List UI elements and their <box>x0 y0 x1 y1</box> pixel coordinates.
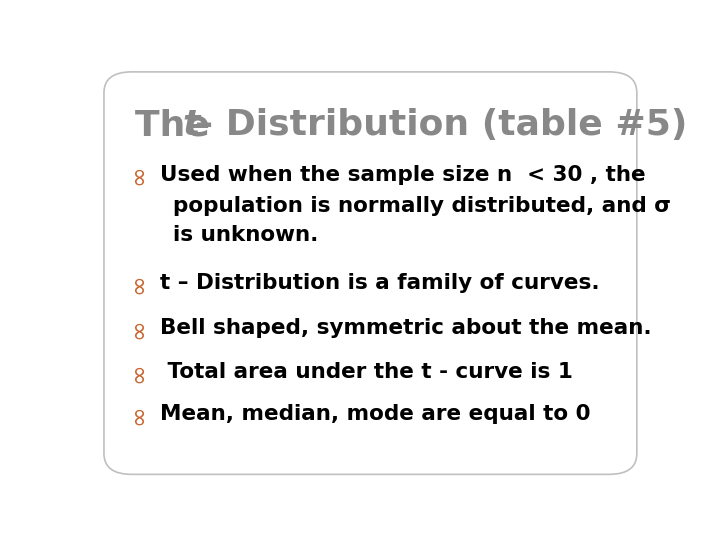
Text: The: The <box>135 109 222 143</box>
Text: Mean, median, mode are equal to 0: Mean, median, mode are equal to 0 <box>160 404 590 424</box>
Text: is unknown.: is unknown. <box>173 225 318 245</box>
Text: Used when the sample size n  < 30 , the: Used when the sample size n < 30 , the <box>160 165 645 185</box>
Text: Total area under the t - curve is 1: Total area under the t - curve is 1 <box>160 362 572 382</box>
Text: Bell shaped, symmetric about the mean.: Bell shaped, symmetric about the mean. <box>160 319 652 339</box>
Text: t – Distribution is a family of curves.: t – Distribution is a family of curves. <box>160 273 599 293</box>
Text: population is normally distributed, and σ: population is normally distributed, and … <box>173 196 670 216</box>
Text: ∞: ∞ <box>126 362 150 383</box>
Text: t: t <box>182 109 199 143</box>
Text: ∞: ∞ <box>126 165 150 185</box>
Text: ∞: ∞ <box>126 273 150 294</box>
Text: – Distribution (table #5): – Distribution (table #5) <box>195 109 688 143</box>
FancyBboxPatch shape <box>104 72 637 474</box>
Text: ∞: ∞ <box>126 319 150 339</box>
Text: ∞: ∞ <box>126 404 150 424</box>
